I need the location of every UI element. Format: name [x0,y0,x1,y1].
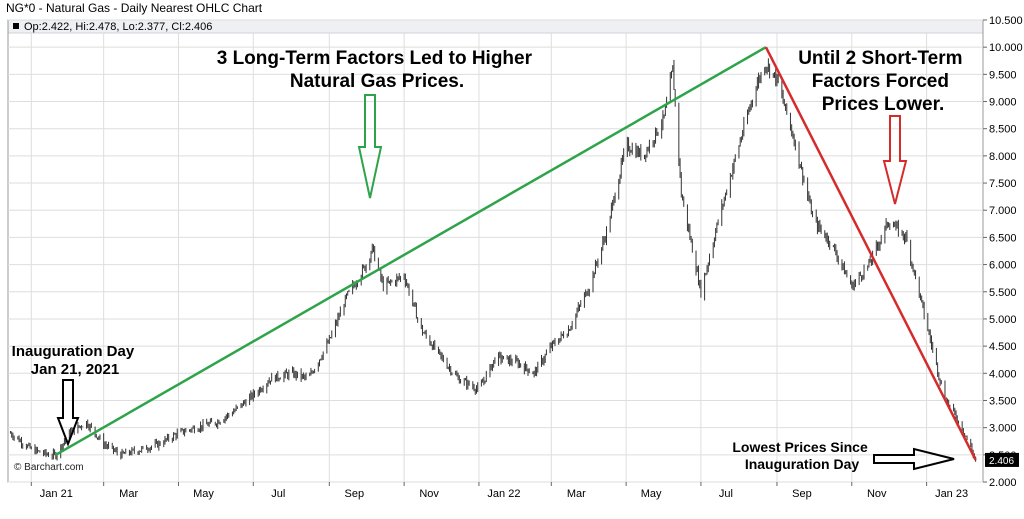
y-tick-label: 7.000 [989,205,1017,217]
x-tick-label: May [641,488,662,500]
y-tick-label: 2.000 [989,477,1017,489]
last-price-label: 2.406 [989,456,1014,467]
y-tick-label: 9.500 [989,69,1017,81]
black-right-arrow-icon [873,447,955,471]
x-axis: Jan 21 Mar May Jul Sep Nov Jan 22 Mar May Jul Sep N… [30,482,968,500]
legend-square-icon [13,23,19,29]
trend-lines [55,46,977,461]
y-tick-label: 7.500 [989,178,1017,190]
y-tick-label: 3.500 [989,395,1017,407]
x-tick-label: Nov [419,488,439,500]
y-tick-label: 5.500 [989,287,1017,299]
x-tick-label: Jul [719,488,733,500]
price-bars [9,58,977,462]
y-tick-label: 8.000 [989,151,1017,163]
x-tick-label: Sep [345,488,365,500]
x-tick-label: Mar [567,488,586,500]
y-tick-label: 6.500 [989,232,1017,244]
red-down-arrow-icon [882,115,908,205]
annotation-inauguration: Inauguration Day Jan 21, 2021 [12,343,139,378]
black-down-arrow-icon [56,379,80,447]
barchart-credit: © Barchart.com [14,462,84,473]
x-tick-label: Sep [792,488,812,500]
y-tick-label: 8.500 [989,124,1017,136]
ohlc-readout: Op:2.422, Hi:2.478, Lo:2.377, Cl:2.406 [24,21,212,33]
x-tick-label: Jan 23 [935,488,968,500]
x-tick-label: May [193,488,214,500]
y-tick-label: 4.500 [989,341,1017,353]
x-tick-label: Jan 21 [40,488,73,500]
green-down-arrow-icon [357,94,383,199]
x-tick-label: Nov [867,488,887,500]
x-tick-label: Mar [119,488,138,500]
annotation-lowest-prices: Lowest Prices Since Inauguration Day [732,439,871,472]
y-tick-label: 4.000 [989,368,1017,380]
y-tick-label: 9.000 [989,97,1017,109]
x-tick-label: Jan 22 [487,488,520,500]
x-tick-label: Jul [271,488,285,500]
grid-lines [8,19,983,483]
last-price-badge [985,452,1019,467]
y-tick-label: 3.000 [989,423,1017,435]
rising-trend-line [55,46,767,456]
y-axis: 2.0002.5003.0003.5004.0004.5005.0005.500… [983,15,1023,489]
y-tick-label: 10.500 [989,15,1023,27]
annotation-long-term: 3 Long-Term Factors Led to Higher Natura… [217,48,538,92]
chart-title: NG*0 - Natural Gas - Daily Nearest OHLC … [6,1,263,15]
y-tick-label: 5.000 [989,314,1017,326]
y-tick-label: 10.000 [989,42,1023,54]
y-tick-label: 6.000 [989,260,1017,272]
falling-trend-line [764,46,977,461]
annotation-short-term: Until 2 Short-Term Factors Forced Prices… [798,48,968,115]
